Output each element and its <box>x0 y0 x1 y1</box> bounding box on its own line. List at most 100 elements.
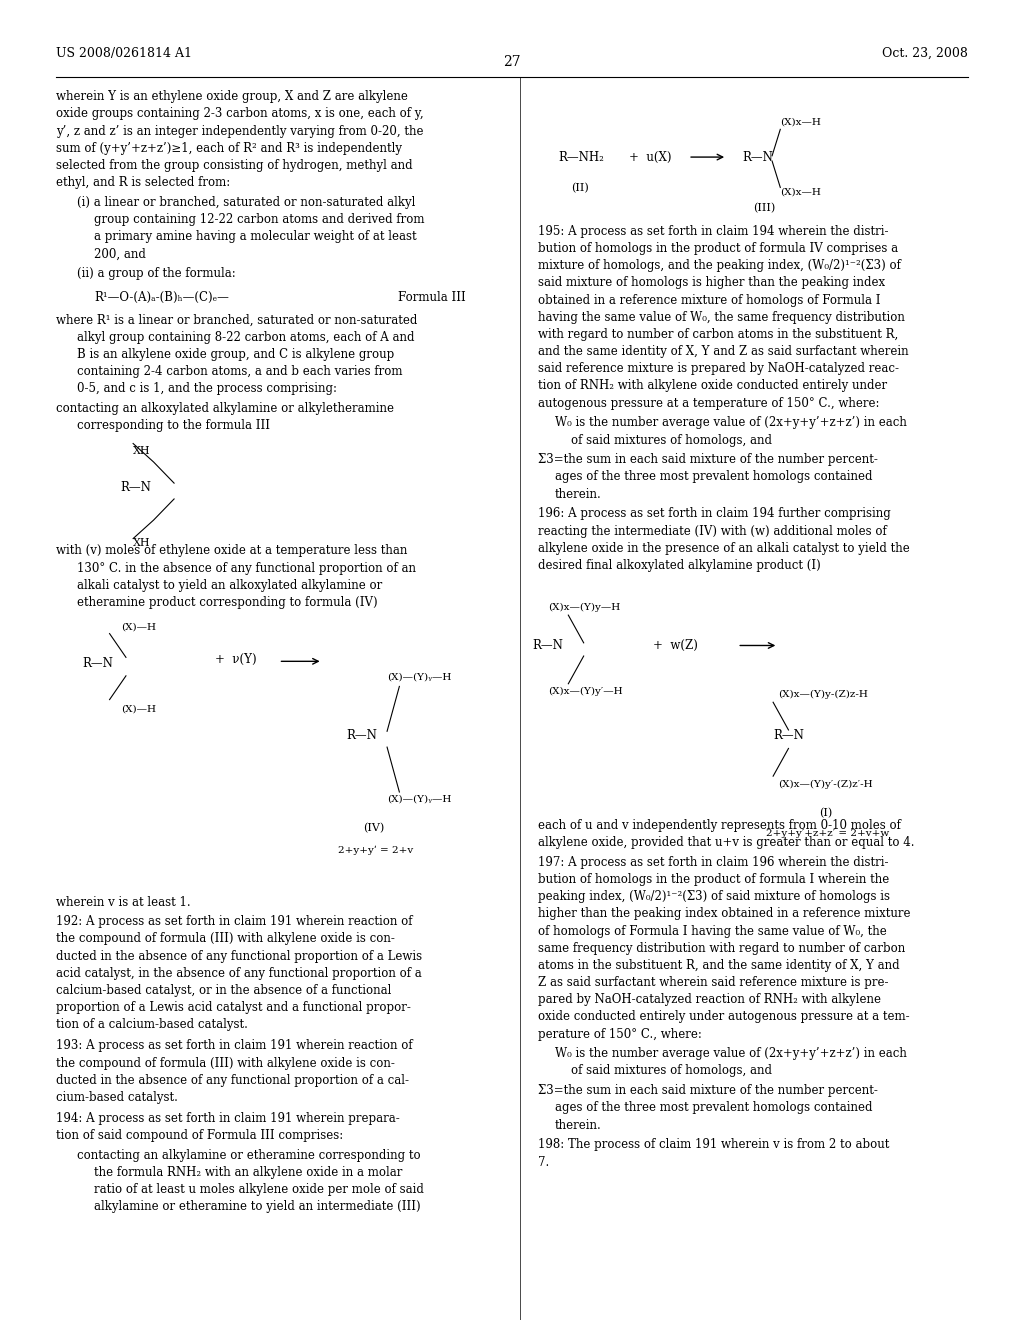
Text: desired final alkoxylated alkylamine product (I): desired final alkoxylated alkylamine pro… <box>538 558 820 572</box>
Text: tion of said compound of Formula III comprises:: tion of said compound of Formula III com… <box>56 1129 344 1142</box>
Text: XH: XH <box>133 446 151 457</box>
Text: +  ν(Y): + ν(Y) <box>215 652 257 665</box>
Text: the compound of formula (III) with alkylene oxide is con-: the compound of formula (III) with alkyl… <box>56 1056 395 1069</box>
Text: 2+y+y′+z+z′ = 2+v+w: 2+y+y′+z+z′ = 2+v+w <box>766 829 889 838</box>
Text: (X)x—(Y)y′-(Z)z′-H: (X)x—(Y)y′-(Z)z′-H <box>778 780 872 789</box>
Text: ducted in the absence of any functional proportion of a Lewis: ducted in the absence of any functional … <box>56 949 423 962</box>
Text: atoms in the substituent R, and the same identity of X, Y and: atoms in the substituent R, and the same… <box>538 958 899 972</box>
Text: 195: A process as set forth in claim 194 wherein the distri-: 195: A process as set forth in claim 194… <box>538 224 888 238</box>
Text: calcium-based catalyst, or in the absence of a functional: calcium-based catalyst, or in the absenc… <box>56 983 392 997</box>
Text: R—N: R—N <box>532 639 563 652</box>
Text: of said mixtures of homologs, and: of said mixtures of homologs, and <box>571 433 772 446</box>
Text: alkylamine or etheramine to yield an intermediate (III): alkylamine or etheramine to yield an int… <box>94 1200 421 1213</box>
Text: wherein v is at least 1.: wherein v is at least 1. <box>56 895 190 908</box>
Text: (X)x—(Y)y′—H: (X)x—(Y)y′—H <box>548 688 623 697</box>
Text: Oct. 23, 2008: Oct. 23, 2008 <box>882 46 968 59</box>
Text: 192: A process as set forth in claim 191 wherein reaction of: 192: A process as set forth in claim 191… <box>56 915 413 928</box>
Text: where R¹ is a linear or branched, saturated or non-saturated: where R¹ is a linear or branched, satura… <box>56 313 418 326</box>
Text: Σ3=the sum in each said mixture of the number percent-: Σ3=the sum in each said mixture of the n… <box>538 453 878 466</box>
Text: R¹—O-(A)ₐ-(B)ₕ—(C)ₑ—: R¹—O-(A)ₐ-(B)ₕ—(C)ₑ— <box>94 290 229 304</box>
Text: higher than the peaking index obtained in a reference mixture: higher than the peaking index obtained i… <box>538 907 910 920</box>
Text: said reference mixture is prepared by NaOH-catalyzed reac-: said reference mixture is prepared by Na… <box>538 362 899 375</box>
Text: 7.: 7. <box>538 1155 549 1168</box>
Text: ratio of at least u moles alkylene oxide per mole of said: ratio of at least u moles alkylene oxide… <box>94 1183 424 1196</box>
Text: (II): (II) <box>571 183 589 194</box>
Text: with (v) moles of ethylene oxide at a temperature less than: with (v) moles of ethylene oxide at a te… <box>56 544 408 557</box>
Text: oxide conducted entirely under autogenous pressure at a tem-: oxide conducted entirely under autogenou… <box>538 1010 909 1023</box>
Text: 200, and: 200, and <box>94 247 146 260</box>
Text: cium-based catalyst.: cium-based catalyst. <box>56 1090 178 1104</box>
Text: (X)—H: (X)—H <box>121 623 156 632</box>
Text: therein.: therein. <box>555 487 602 500</box>
Text: said mixture of homologs is higher than the peaking index: said mixture of homologs is higher than … <box>538 276 885 289</box>
Text: XH: XH <box>133 539 151 549</box>
Text: selected from the group consisting of hydrogen, methyl and: selected from the group consisting of hy… <box>56 158 413 172</box>
Text: proportion of a Lewis acid catalyst and a functional propor-: proportion of a Lewis acid catalyst and … <box>56 1001 412 1014</box>
Text: group containing 12-22 carbon atoms and derived from: group containing 12-22 carbon atoms and … <box>94 213 425 226</box>
Text: Σ3=the sum in each said mixture of the number percent-: Σ3=the sum in each said mixture of the n… <box>538 1084 878 1097</box>
Text: and the same identity of X, Y and Z as said surfactant wherein: and the same identity of X, Y and Z as s… <box>538 345 908 358</box>
Text: same frequency distribution with regard to number of carbon: same frequency distribution with regard … <box>538 941 905 954</box>
Text: ethyl, and R is selected from:: ethyl, and R is selected from: <box>56 176 230 189</box>
Text: oxide groups containing 2-3 carbon atoms, x is one, each of y,: oxide groups containing 2-3 carbon atoms… <box>56 107 424 120</box>
Text: (I): (I) <box>819 808 833 818</box>
Text: bution of homologs in the product of formula IV comprises a: bution of homologs in the product of for… <box>538 242 898 255</box>
Text: (ii) a group of the formula:: (ii) a group of the formula: <box>77 267 236 280</box>
Text: therein.: therein. <box>555 1118 602 1131</box>
Text: mixture of homologs, and the peaking index, (W₀/2)¹⁻²(Σ3) of: mixture of homologs, and the peaking ind… <box>538 259 900 272</box>
Text: etheramine product corresponding to formula (IV): etheramine product corresponding to form… <box>77 595 378 609</box>
Text: ages of the three most prevalent homologs contained: ages of the three most prevalent homolog… <box>555 1101 872 1114</box>
Text: 130° C. in the absence of any functional proportion of an: 130° C. in the absence of any functional… <box>77 561 416 574</box>
Text: alkylene oxide, provided that u+v is greater than or equal to 4.: alkylene oxide, provided that u+v is gre… <box>538 836 914 849</box>
Text: (III): (III) <box>753 203 775 214</box>
Text: R—N: R—N <box>773 729 804 742</box>
Text: corresponding to the formula III: corresponding to the formula III <box>77 418 269 432</box>
Text: obtained in a reference mixture of homologs of Formula I: obtained in a reference mixture of homol… <box>538 293 880 306</box>
Text: +  w(Z): + w(Z) <box>653 639 698 652</box>
Text: R—N: R—N <box>742 150 773 164</box>
Text: 2+y+yʹ = 2+v: 2+y+yʹ = 2+v <box>338 845 413 855</box>
Text: (X)x—H: (X)x—H <box>780 117 821 127</box>
Text: (i) a linear or branched, saturated or non-saturated alkyl: (i) a linear or branched, saturated or n… <box>77 195 415 209</box>
Text: y’, z and z’ is an integer independently varying from 0-20, the: y’, z and z’ is an integer independently… <box>56 124 424 137</box>
Text: tion of a calcium-based catalyst.: tion of a calcium-based catalyst. <box>56 1018 248 1031</box>
Text: of said mixtures of homologs, and: of said mixtures of homologs, and <box>571 1064 772 1077</box>
Text: sum of (y+y’+z+z’)≥1, each of R² and R³ is independently: sum of (y+y’+z+z’)≥1, each of R² and R³ … <box>56 141 402 154</box>
Text: B is an alkylene oxide group, and C is alkylene group: B is an alkylene oxide group, and C is a… <box>77 347 394 360</box>
Text: with regard to number of carbon atoms in the substituent R,: with regard to number of carbon atoms in… <box>538 327 898 341</box>
Text: (X)—H: (X)—H <box>121 705 156 714</box>
Text: W₀ is the number average value of (2x+y+y’+z+z’) in each: W₀ is the number average value of (2x+y+… <box>555 416 907 429</box>
Text: ages of the three most prevalent homologs contained: ages of the three most prevalent homolog… <box>555 470 872 483</box>
Text: autogenous pressure at a temperature of 150° C., where:: autogenous pressure at a temperature of … <box>538 396 879 409</box>
Text: perature of 150° C., where:: perature of 150° C., where: <box>538 1027 701 1040</box>
Text: 0-5, and c is 1, and the process comprising:: 0-5, and c is 1, and the process compris… <box>77 381 337 395</box>
Text: +  u(X): + u(X) <box>629 150 672 164</box>
Text: of homologs of Formula I having the same value of W₀, the: of homologs of Formula I having the same… <box>538 924 887 937</box>
Text: the formula RNH₂ with an alkylene oxide in a molar: the formula RNH₂ with an alkylene oxide … <box>94 1166 402 1179</box>
Text: contacting an alkoxylated alkylamine or alkyletheramine: contacting an alkoxylated alkylamine or … <box>56 401 394 414</box>
Text: 193: A process as set forth in claim 191 wherein reaction of: 193: A process as set forth in claim 191… <box>56 1039 413 1052</box>
Text: alkali catalyst to yield an alkoxylated alkylamine or: alkali catalyst to yield an alkoxylated … <box>77 578 382 591</box>
Text: alkylene oxide in the presence of an alkali catalyst to yield the: alkylene oxide in the presence of an alk… <box>538 541 909 554</box>
Text: pared by NaOH-catalyzed reaction of RNH₂ with alkylene: pared by NaOH-catalyzed reaction of RNH₂… <box>538 993 881 1006</box>
Text: 194: A process as set forth in claim 191 wherein prepara-: 194: A process as set forth in claim 191… <box>56 1111 400 1125</box>
Text: the compound of formula (III) with alkylene oxide is con-: the compound of formula (III) with alkyl… <box>56 932 395 945</box>
Text: alkyl group containing 8-22 carbon atoms, each of A and: alkyl group containing 8-22 carbon atoms… <box>77 330 415 343</box>
Text: contacting an alkylamine or etheramine corresponding to: contacting an alkylamine or etheramine c… <box>77 1148 421 1162</box>
Text: (X)—(Y)ᵧ—H: (X)—(Y)ᵧ—H <box>387 795 452 804</box>
Text: a primary amine having a molecular weight of at least: a primary amine having a molecular weigh… <box>94 230 417 243</box>
Text: ducted in the absence of any functional proportion of a cal-: ducted in the absence of any functional … <box>56 1073 410 1086</box>
Text: R—N: R—N <box>121 480 152 494</box>
Text: R—N: R—N <box>346 729 377 742</box>
Text: (X)—(Y)ᵧ—H: (X)—(Y)ᵧ—H <box>387 673 452 682</box>
Text: wherein Y is an ethylene oxide group, X and Z are alkylene: wherein Y is an ethylene oxide group, X … <box>56 90 409 103</box>
Text: W₀ is the number average value of (2x+y+y’+z+z’) in each: W₀ is the number average value of (2x+y+… <box>555 1047 907 1060</box>
Text: 27: 27 <box>503 55 521 69</box>
Text: having the same value of W₀, the same frequency distribution: having the same value of W₀, the same fr… <box>538 310 904 323</box>
Text: tion of RNH₂ with alkylene oxide conducted entirely under: tion of RNH₂ with alkylene oxide conduct… <box>538 379 887 392</box>
Text: 198: The process of claim 191 wherein v is from 2 to about: 198: The process of claim 191 wherein v … <box>538 1138 889 1151</box>
Text: Formula III: Formula III <box>398 290 466 304</box>
Text: R—N: R—N <box>82 656 113 669</box>
Text: containing 2-4 carbon atoms, a and b each varies from: containing 2-4 carbon atoms, a and b eac… <box>77 364 402 378</box>
Text: R—NH₂: R—NH₂ <box>558 150 604 164</box>
